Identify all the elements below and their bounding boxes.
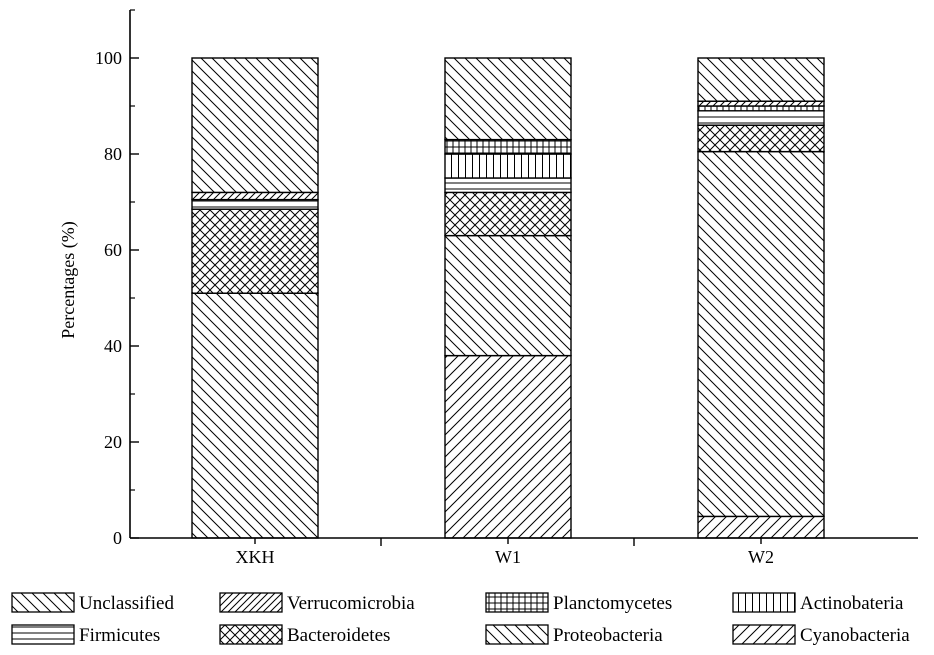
plot-area	[191, 57, 825, 539]
legend-label-actinobateria: Actinobateria	[800, 593, 904, 614]
bar-w2-verrucomicrobia	[697, 100, 825, 107]
bar-xkh-verrucomicrobia	[191, 191, 319, 201]
bar-xkh-firmicutes	[191, 198, 319, 210]
y-tick-label-0: 0	[113, 528, 122, 548]
x-tick-label-xkh: XKH	[236, 547, 275, 567]
legend-item-proteobacteria: Proteobacteria	[485, 624, 663, 646]
bar-w1-planctomycetes	[444, 138, 572, 155]
legend-swatch-planctomycetes	[485, 592, 549, 613]
legend-swatch-firmicutes	[11, 624, 75, 645]
bar-w2-proteobacteria	[697, 150, 825, 518]
y-tick-label-60: 60	[104, 240, 122, 260]
axes: XKH W1 W2 0 20 40 60 80 100 Percentages (%)	[58, 9, 918, 567]
bar-w2-unclassified	[697, 57, 825, 102]
bar-w1-proteobacteria	[444, 234, 572, 357]
legend-item-firmicutes: Firmicutes	[11, 624, 160, 646]
bar-xkh-proteobacteria	[191, 292, 319, 539]
bar-w1-unclassified	[444, 57, 572, 141]
legend-swatch-proteobacteria	[485, 624, 549, 645]
legend-label-planctomycetes: Planctomycetes	[553, 593, 672, 614]
legend-swatch-bacteroidetes	[219, 624, 283, 645]
legend-swatch-verrucomicrobia	[219, 592, 283, 613]
legend-item-actinobateria: Actinobateria	[732, 592, 904, 614]
legend-label-proteobacteria: Proteobacteria	[553, 625, 663, 646]
bar-w2-planctomycetes	[697, 105, 825, 112]
y-tick-label-80: 80	[104, 144, 122, 164]
legend-label-cyanobacteria: Cyanobacteria	[800, 625, 910, 646]
bar-w1-cyanobacteria	[444, 354, 572, 539]
legend-swatch-actinobateria	[732, 592, 796, 613]
bar-xkh-unclassified	[191, 57, 319, 194]
bar-xkh-bacteroidetes	[191, 208, 319, 294]
legend-label-unclassified: Unclassified	[79, 593, 174, 614]
bar-w2-firmicutes	[697, 110, 825, 126]
y-tick-label-20: 20	[104, 432, 122, 452]
legend-item-unclassified: Unclassified	[11, 592, 174, 614]
legend-swatch-unclassified	[11, 592, 75, 613]
bar-w2-bacteroidetes	[697, 124, 825, 153]
legend: Unclassified Verrucomicrobia Planctomycete…	[11, 592, 910, 646]
legend-item-planctomycetes: Planctomycetes	[485, 592, 672, 614]
bar-w2-cyanobacteria	[697, 515, 825, 539]
legend-label-verrucomicrobia: Verrucomicrobia	[287, 593, 415, 614]
bar-w1-actinobateria	[444, 153, 572, 179]
bar-w1-bacteroidetes	[444, 191, 572, 237]
x-tick-label-w2: W2	[748, 547, 774, 567]
legend-swatch-cyanobacteria	[732, 624, 796, 645]
legend-item-verrucomicrobia: Verrucomicrobia	[219, 592, 415, 614]
legend-item-bacteroidetes: Bacteroidetes	[219, 624, 390, 646]
bar-w1-firmicutes	[444, 177, 572, 194]
x-tick-label-w1: W1	[495, 547, 521, 567]
y-axis-title: Percentages (%)	[58, 221, 79, 338]
y-tick-label-40: 40	[104, 336, 122, 356]
legend-item-cyanobacteria: Cyanobacteria	[732, 624, 910, 646]
legend-label-bacteroidetes: Bacteroidetes	[287, 625, 390, 646]
y-tick-label-100: 100	[95, 48, 122, 68]
legend-label-firmicutes: Firmicutes	[79, 625, 160, 646]
